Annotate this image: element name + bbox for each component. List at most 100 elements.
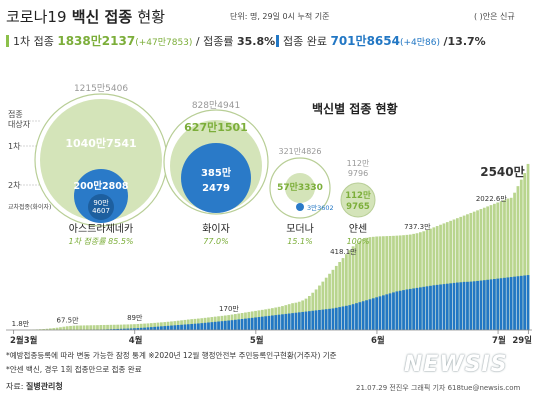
first-dose-bar <box>109 324 113 330</box>
first-dose-bar <box>503 199 506 330</box>
first-dose-bar <box>49 328 52 330</box>
first-dose-bar <box>102 324 106 330</box>
first-dose-bar <box>318 285 321 330</box>
completed-bar <box>355 303 358 330</box>
completed-bar <box>385 294 389 330</box>
first-dose-bar <box>519 179 523 330</box>
first-dose-bar <box>486 206 490 330</box>
x-tick-label: 6월 <box>371 335 385 346</box>
title-bold: 백신 접종 <box>71 8 133 26</box>
x-tick-label: 7월 <box>492 335 506 346</box>
legend-target-label-2: 대상자 <box>8 119 31 129</box>
first-dose-bar <box>398 235 402 330</box>
first-dose-bar <box>378 236 382 330</box>
completed-bar <box>203 322 207 330</box>
completed-bar <box>378 296 382 330</box>
moderna-target-value: 321만4826 <box>279 147 322 156</box>
x-tick-label: 29일 <box>512 335 532 346</box>
completed-bar <box>442 284 446 330</box>
first-dose-summary: 1차 접종 1838만2137(+47만7853) / 접종률 35.8% <box>6 32 275 49</box>
first-dose-value: 1838만2137 <box>57 34 136 48</box>
first-dose-bar <box>52 328 56 330</box>
completed-bar <box>237 319 241 330</box>
first-dose-bar <box>472 211 476 330</box>
completed-bar <box>479 280 483 330</box>
bar-annotation: 2022.6만 <box>476 194 507 203</box>
completed-bar <box>123 328 126 330</box>
pfizer-first-value: 627만1501 <box>184 120 248 134</box>
completed-bar <box>227 320 231 330</box>
first-dose-bar <box>365 237 368 330</box>
footnote-1: *예방접종등록에 따라 변동 가능한 잠정 통계 <box>6 351 146 360</box>
first-dose-bar <box>348 250 352 330</box>
completed-bar <box>422 286 426 330</box>
first-dose-bar <box>112 324 116 330</box>
completed-bar <box>126 328 130 330</box>
first-dose-bar <box>415 233 419 330</box>
completed-bar <box>146 327 150 330</box>
first-dose-bar <box>523 173 527 330</box>
first-dose-bar <box>96 325 99 330</box>
completed-bar <box>210 322 214 330</box>
footnote-3: *얀센 백신, 경우 1회 접종만으로 접종 완료 <box>6 365 142 374</box>
first-dose-bar <box>42 329 46 330</box>
completed-bar <box>496 278 500 330</box>
first-dose-bar <box>143 323 146 330</box>
completed-bar <box>318 309 321 330</box>
completed-bar <box>257 317 261 330</box>
completed-bar <box>136 328 140 330</box>
first-dose-bar <box>82 325 86 330</box>
first-dose-bar <box>526 163 530 330</box>
first-dose-bar <box>419 232 422 330</box>
completed-bar <box>493 279 496 330</box>
first-dose-bar <box>466 214 469 330</box>
full-dose-label: 접종 완료 <box>283 35 327 48</box>
first-dose-bar <box>160 322 163 330</box>
completed-bar <box>190 323 194 330</box>
janssen-target-value-2: 9796 <box>348 169 368 178</box>
completed-bar <box>449 283 453 330</box>
completed-bar <box>445 283 449 330</box>
completed-bar <box>143 327 146 330</box>
footnote-2: ※2020년 12월 행정안전부 주민등록인구현황(거주자) 기준 <box>148 351 337 360</box>
completed-bar <box>331 308 335 330</box>
moderna-name: 모더나 <box>286 223 314 235</box>
first-dose-bar <box>412 233 416 330</box>
completed-bar <box>324 309 328 330</box>
completed-bar <box>506 277 510 330</box>
full-dose-new: (+4만86) <box>399 38 441 48</box>
az-cross-circle <box>88 194 114 220</box>
completed-bar <box>361 301 365 330</box>
completed-bar <box>425 286 429 330</box>
first-dose-bar <box>371 236 375 330</box>
completed-bar <box>348 305 352 330</box>
x-tick-label: 4월 <box>129 335 143 346</box>
first-dose-bar <box>79 325 83 330</box>
first-dose-rate: 35.8% <box>236 35 276 48</box>
first-dose-bar <box>392 235 395 330</box>
janssen-rate-note: 100% <box>347 237 370 246</box>
moderna-rate-note: 15.1% <box>287 237 312 246</box>
first-dose-bar <box>331 269 335 330</box>
completed-bar <box>116 328 120 330</box>
completed-bar <box>365 300 368 330</box>
legend-first-label: 1차 <box>8 142 21 151</box>
legend-target-label-1: 접종 <box>8 109 23 119</box>
completed-bar <box>193 323 197 330</box>
completed-bar <box>388 293 392 330</box>
bar-annotations: 1.8만 67.5만 89만 170만 418.1만 737.3만 2022.6만 2540만 <box>12 164 525 328</box>
first-dose-bar <box>59 327 62 330</box>
first-dose-bar <box>402 235 405 330</box>
completed-bar <box>180 324 183 330</box>
source: 질병관리청 <box>25 382 63 391</box>
az-first-value: 1040만7541 <box>65 136 136 150</box>
first-dose-bar <box>119 324 123 330</box>
completed-bar <box>183 324 187 330</box>
completed-bar <box>133 328 136 330</box>
full-dose-marker <box>276 35 279 47</box>
first-dose-bar <box>405 234 409 330</box>
completed-bar <box>358 302 362 330</box>
completed-bar <box>250 317 254 330</box>
